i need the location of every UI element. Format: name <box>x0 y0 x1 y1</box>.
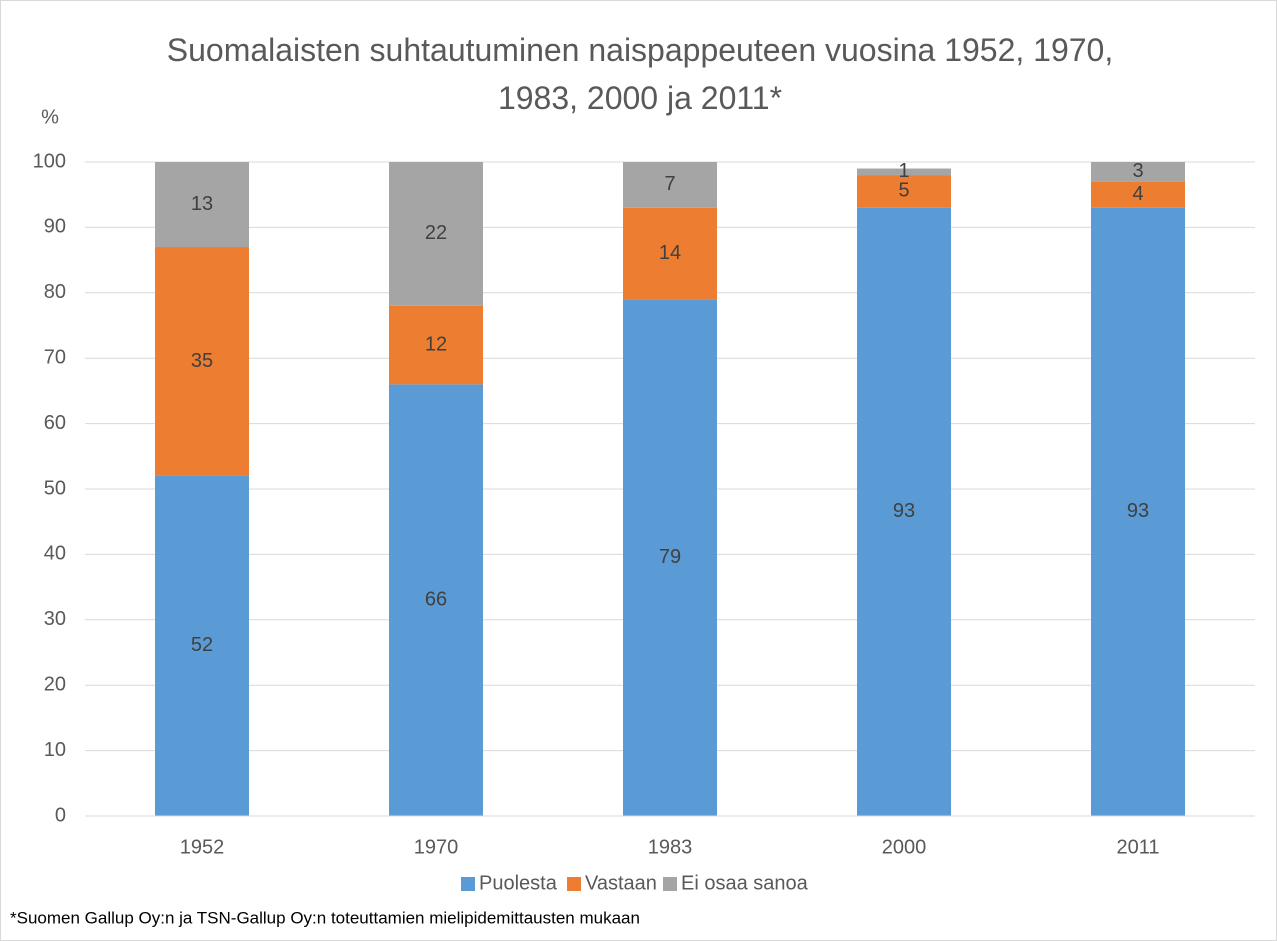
legend-label: Vastaan <box>585 872 657 894</box>
y-tick-label: 30 <box>44 608 66 630</box>
bar-segment <box>155 247 249 476</box>
x-tick-label: 1952 <box>180 836 225 858</box>
legend-swatch <box>567 877 581 891</box>
legend-label: Puolesta <box>479 872 558 894</box>
legend-label: Ei osaa sanoa <box>681 872 809 894</box>
legend-swatch <box>461 877 475 891</box>
bar-segment <box>623 162 717 208</box>
bar-segment <box>623 207 717 300</box>
data-label: 13 <box>191 193 213 215</box>
data-label: 52 <box>191 634 213 656</box>
data-label: 5 <box>898 180 909 202</box>
data-label: 12 <box>425 333 447 355</box>
bar-segment <box>1091 162 1185 182</box>
bar-segment <box>155 475 249 816</box>
y-tick-label: 90 <box>44 216 66 238</box>
y-tick-label: 40 <box>44 543 66 565</box>
data-label: 93 <box>893 500 915 522</box>
y-tick-label: 50 <box>44 477 66 499</box>
y-tick-label: 20 <box>44 673 66 695</box>
y-tick-label: 0 <box>55 804 66 826</box>
x-tick-label: 2011 <box>1116 836 1159 858</box>
data-label: 4 <box>1132 183 1143 205</box>
y-tick-label: 60 <box>44 412 66 434</box>
data-label: 3 <box>1132 160 1143 182</box>
data-label: 93 <box>1127 500 1149 522</box>
y-tick-label: 100 <box>33 150 66 172</box>
bar-segment <box>1091 207 1185 816</box>
bar-segment <box>623 299 717 817</box>
footnote: *Suomen Gallup Oy:n ja TSN-Gallup Oy:n t… <box>10 908 640 927</box>
data-label: 22 <box>425 222 447 244</box>
bar-segment <box>857 168 951 176</box>
bar-segment <box>857 207 951 816</box>
bar-segment <box>857 175 951 208</box>
x-tick-label: 1983 <box>648 836 693 858</box>
data-label: 35 <box>191 350 213 372</box>
y-tick-label: 70 <box>44 346 66 368</box>
data-label: 14 <box>659 242 681 264</box>
legend-swatch <box>663 877 677 891</box>
bar-segment <box>389 384 483 816</box>
data-label: 79 <box>659 546 681 568</box>
x-tick-label: 1970 <box>414 836 459 858</box>
bar-segment <box>155 162 249 248</box>
bar-segment <box>389 162 483 306</box>
data-label: 1 <box>898 160 909 182</box>
y-tick-label: 80 <box>44 281 66 303</box>
data-label: 66 <box>425 588 447 610</box>
y-tick-label: 10 <box>44 739 66 761</box>
data-label: 7 <box>664 173 675 195</box>
chart-title: Suomalaisten suhtautuminen naispappeutee… <box>166 32 1114 116</box>
bar-segment <box>389 305 483 385</box>
y-axis-label: % <box>41 106 59 128</box>
bar-segment <box>1091 181 1185 208</box>
x-tick-label: 2000 <box>882 836 927 858</box>
